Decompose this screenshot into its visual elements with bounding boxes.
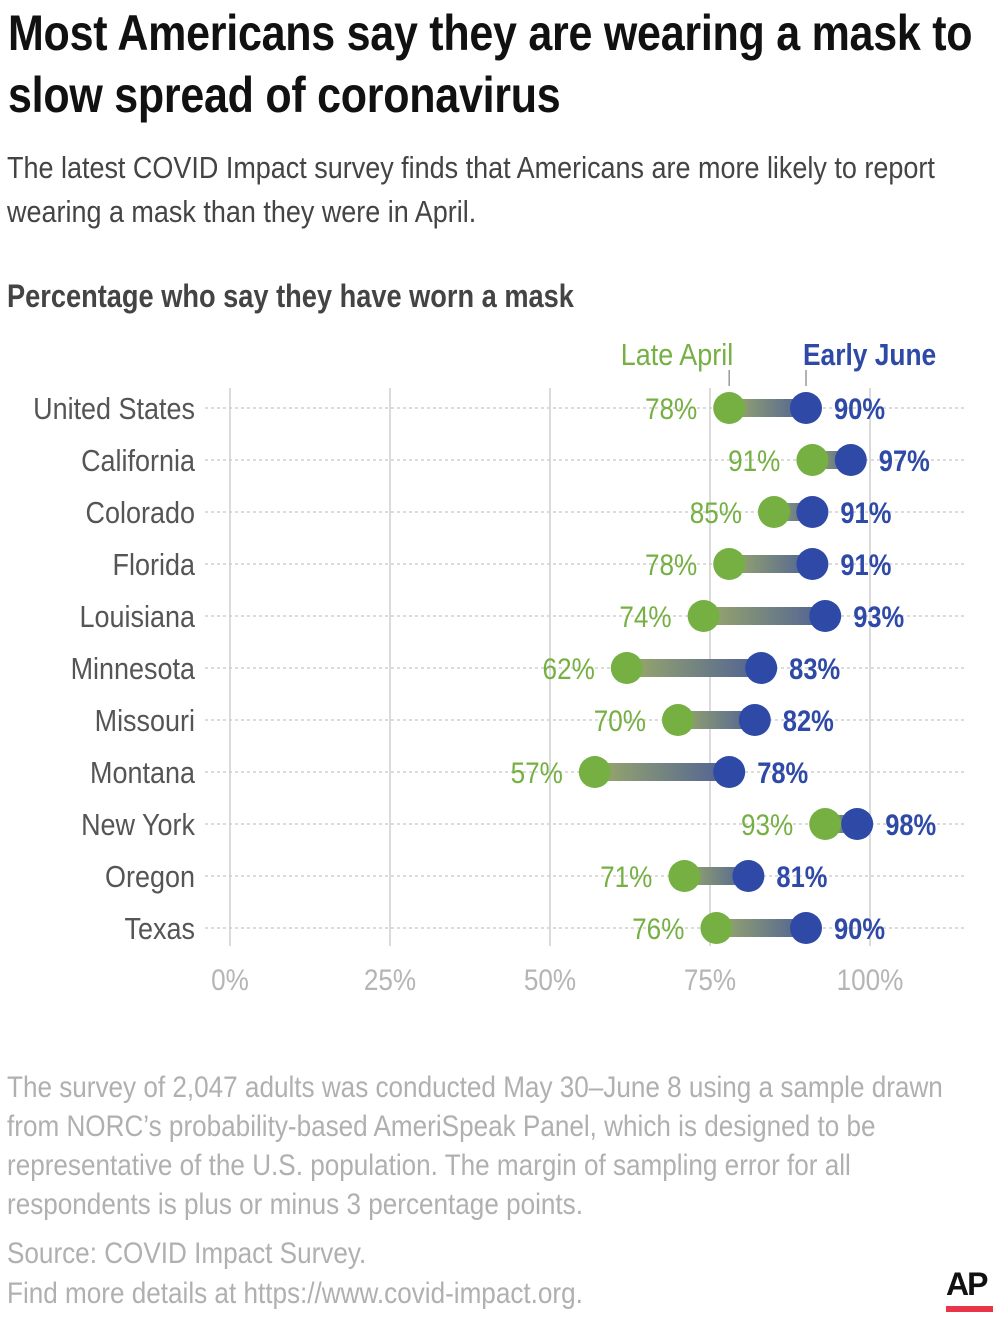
late-april-value: 93% — [741, 808, 793, 841]
dumbbell-bar — [678, 711, 755, 729]
x-tick-label: 75% — [684, 963, 736, 996]
headline: Most Americans say they are wearing a ma… — [8, 5, 973, 123]
late-april-value: 85% — [690, 496, 742, 529]
early-june-point — [796, 496, 829, 528]
category-label: Oregon — [105, 860, 195, 894]
early-june-value: 91% — [840, 496, 891, 529]
late-april-value: 78% — [645, 548, 697, 581]
dumbbell-bar — [594, 763, 730, 781]
dumbbell-bar — [716, 919, 806, 937]
early-june-point — [732, 860, 765, 892]
late-april-point — [610, 652, 643, 684]
dumbbell-bar — [729, 555, 813, 573]
early-june-value: 90% — [834, 912, 885, 945]
early-june-point — [745, 652, 778, 684]
category-label: New York — [81, 808, 195, 842]
late-april-point — [758, 496, 790, 528]
early-june-point — [796, 548, 829, 580]
early-june-value: 97% — [879, 444, 930, 477]
source-note: Source: COVID Impact Survey. Find more d… — [7, 1234, 981, 1314]
late-april-value: 71% — [600, 860, 652, 893]
dumbbell-bar — [729, 399, 806, 417]
late-april-point — [713, 548, 746, 580]
late-april-value: 91% — [728, 444, 780, 477]
category-label: Missouri — [95, 704, 195, 738]
late-april-point — [687, 600, 720, 632]
early-june-value: 82% — [783, 704, 834, 737]
methodology-note: The survey of 2,047 adults was conducted… — [7, 1071, 943, 1221]
x-tick-label: 50% — [524, 963, 576, 996]
early-june-point — [738, 704, 771, 736]
early-june-point — [713, 756, 746, 788]
late-april-point — [668, 860, 701, 892]
early-june-value: 93% — [853, 600, 904, 633]
early-june-point — [790, 392, 822, 424]
category-label: Minnesota — [71, 652, 196, 686]
x-tick-label: 100% — [837, 963, 904, 996]
ap-logo: AP — [946, 1266, 988, 1302]
ap-logo-bar — [946, 1306, 993, 1312]
early-june-value: 91% — [840, 548, 891, 581]
late-april-value: 76% — [632, 912, 684, 945]
chart-title: Percentage who say they have worn a mask — [7, 278, 574, 314]
dumbbell-bar — [703, 607, 826, 625]
early-june-point — [834, 444, 867, 476]
late-april-value: 74% — [619, 600, 671, 633]
dumbbell-chart: United States 78% 90% California 91% 97% Color… — [33, 338, 965, 996]
category-label: Colorado — [86, 496, 195, 530]
early-june-value: 83% — [789, 652, 840, 685]
early-june-value: 81% — [776, 860, 827, 893]
early-june-point — [809, 600, 842, 632]
early-june-point — [841, 808, 874, 840]
category-label: Florida — [113, 548, 196, 582]
late-april-point — [578, 756, 611, 788]
source-text: Source: COVID Impact Survey. — [7, 1237, 367, 1270]
category-label: Montana — [90, 756, 196, 790]
late-april-value: 70% — [594, 704, 646, 737]
late-april-value: 62% — [543, 652, 595, 685]
early-june-value: 78% — [757, 756, 808, 789]
early-june-point — [790, 912, 822, 944]
dumbbell-bar — [626, 659, 762, 677]
category-label: California — [81, 444, 196, 478]
early-june-value: 98% — [885, 808, 936, 841]
category-label: Texas — [125, 912, 195, 946]
category-label: United States — [33, 392, 195, 426]
x-tick-label: 0% — [211, 963, 249, 996]
legend-early-june: Early June — [803, 338, 936, 372]
dumbbell-bar — [684, 867, 749, 885]
category-label: Louisiana — [80, 600, 196, 634]
late-april-point — [796, 444, 829, 476]
subtitle: The latest COVID Impact survey finds tha… — [7, 150, 935, 229]
late-april-point — [700, 912, 733, 944]
late-april-point — [809, 808, 842, 840]
legend-late-april: Late April — [621, 338, 733, 372]
late-april-point — [713, 392, 746, 424]
late-april-point — [662, 704, 694, 736]
early-june-value: 90% — [834, 392, 885, 425]
late-april-value: 78% — [645, 392, 697, 425]
x-tick-label: 25% — [364, 963, 416, 996]
late-april-value: 57% — [511, 756, 563, 789]
details-link[interactable]: Find more details at https://www.covid-i… — [7, 1277, 583, 1310]
